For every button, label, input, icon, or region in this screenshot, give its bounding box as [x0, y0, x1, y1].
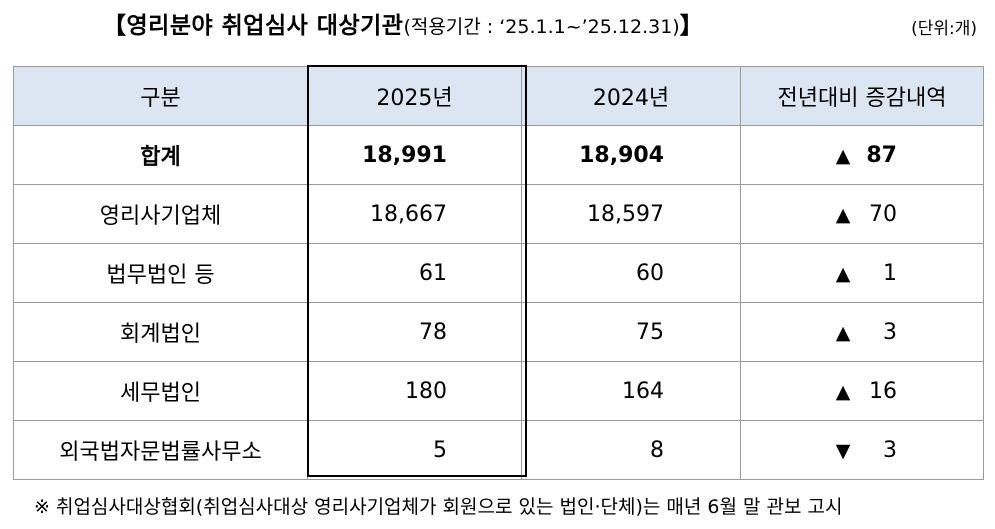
- category-cell: 회계법인: [13, 302, 308, 362]
- table-row: 법무법인 등 61 60 ▲ 1: [13, 243, 984, 303]
- value-2024-cell: 18,597: [521, 184, 741, 244]
- category-cell: 법무법인 등: [13, 243, 308, 303]
- value-2024-cell: 164: [521, 361, 741, 421]
- title-period: (적용기간 : ‘25.1.1~’25.12.31): [403, 16, 680, 38]
- category-cell: 외국법자문법률사무소: [13, 420, 308, 480]
- value-2024-cell: 60: [521, 243, 741, 303]
- table-row-total: 합계 18,991 18,904 ▲ 87: [13, 125, 984, 185]
- header-2025: 2025년: [307, 66, 522, 126]
- triangle-up-icon: ▲: [835, 321, 851, 344]
- diff-value: 3: [883, 437, 897, 463]
- document-title: 【영리분야 취업심사 대상기관(적용기간 : ‘25.1.1~’25.12.31…: [103, 6, 703, 40]
- triangle-up-icon: ▲: [835, 262, 851, 285]
- category-cell: 영리사기업체: [13, 184, 308, 244]
- title-close: 】: [679, 13, 704, 39]
- diff-cell: ▲ 70: [740, 184, 984, 244]
- triangle-up-icon: ▲: [835, 203, 851, 226]
- footnote: ※ 취업심사대상협회(취업심사대상 영리사기업체가 회원으로 있는 법인·단체)…: [34, 496, 843, 518]
- diff-cell: ▼ 3: [740, 420, 984, 480]
- value-2025-cell: 18,991: [307, 125, 522, 185]
- value-2024-cell: 75: [521, 302, 741, 362]
- diff-value: 87: [866, 142, 897, 168]
- title-main: 【영리분야 취업심사 대상기관: [103, 13, 404, 39]
- diff-cell: ▲ 3: [740, 302, 984, 362]
- header-2024: 2024년: [521, 66, 741, 126]
- category-cell: 합계: [13, 125, 308, 185]
- value-2024-cell: 8: [521, 420, 741, 480]
- diff-value: 3: [883, 319, 897, 345]
- value-2024-cell: 18,904: [521, 125, 741, 185]
- category-cell: 세무법인: [13, 361, 308, 421]
- diff-cell: ▲ 1: [740, 243, 984, 303]
- table-row: 세무법인 180 164 ▲ 16: [13, 361, 984, 421]
- diff-value: 1: [883, 260, 897, 286]
- diff-cell: ▲ 87: [740, 125, 984, 185]
- diff-cell: ▲ 16: [740, 361, 984, 421]
- table-row: 외국법자문법률사무소 5 8 ▼ 3: [13, 420, 984, 480]
- value-2025-cell: 18,667: [307, 184, 522, 244]
- header-category: 구분: [13, 66, 308, 126]
- table-row: 영리사기업체 18,667 18,597 ▲ 70: [13, 184, 984, 244]
- diff-value: 16: [869, 378, 897, 404]
- triangle-up-icon: ▲: [835, 380, 851, 403]
- value-2025-cell: 61: [307, 243, 522, 303]
- header-row: 구분 2025년 2024년 전년대비 증감내역: [13, 66, 984, 126]
- value-2025-cell: 78: [307, 302, 522, 362]
- table-row: 회계법인 78 75 ▲ 3: [13, 302, 984, 362]
- triangle-up-icon: ▲: [835, 144, 851, 167]
- unit-label: (단위:개): [911, 19, 977, 39]
- header-diff: 전년대비 증감내역: [740, 66, 984, 126]
- value-2025-cell: 5: [307, 420, 522, 480]
- value-2025-cell: 180: [307, 361, 522, 421]
- diff-value: 70: [869, 201, 897, 227]
- triangle-down-icon: ▼: [835, 439, 851, 462]
- stats-table: 구분 2025년 2024년 전년대비 증감내역 합계 18,991 18,90…: [13, 66, 984, 480]
